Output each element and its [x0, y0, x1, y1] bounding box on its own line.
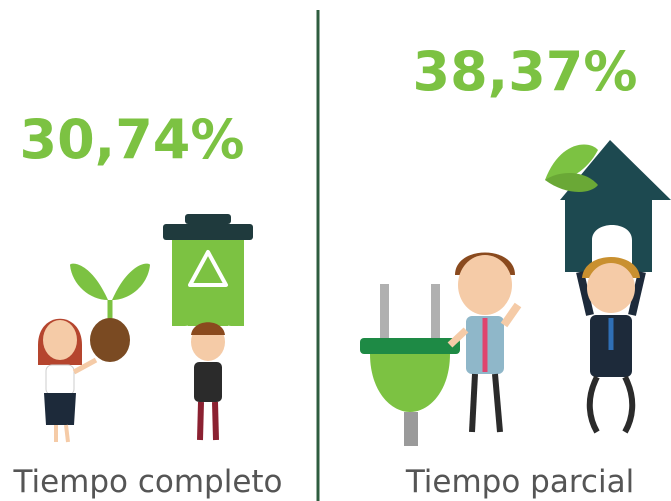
plant-illustration [70, 263, 150, 362]
man-illustration [576, 257, 646, 434]
man-illustration [447, 252, 522, 433]
percentage: 38,37% [413, 40, 638, 103]
recycle-bin-illustration [163, 214, 253, 326]
plug-illustration [360, 284, 460, 446]
panel-label: Tiempo completo [12, 464, 282, 500]
boy-illustration [182, 322, 234, 441]
girl-illustration [38, 318, 98, 443]
panel-label: Tiempo parcial [405, 464, 634, 500]
house-illustration [545, 140, 671, 272]
percentage: 30,74% [20, 108, 245, 171]
